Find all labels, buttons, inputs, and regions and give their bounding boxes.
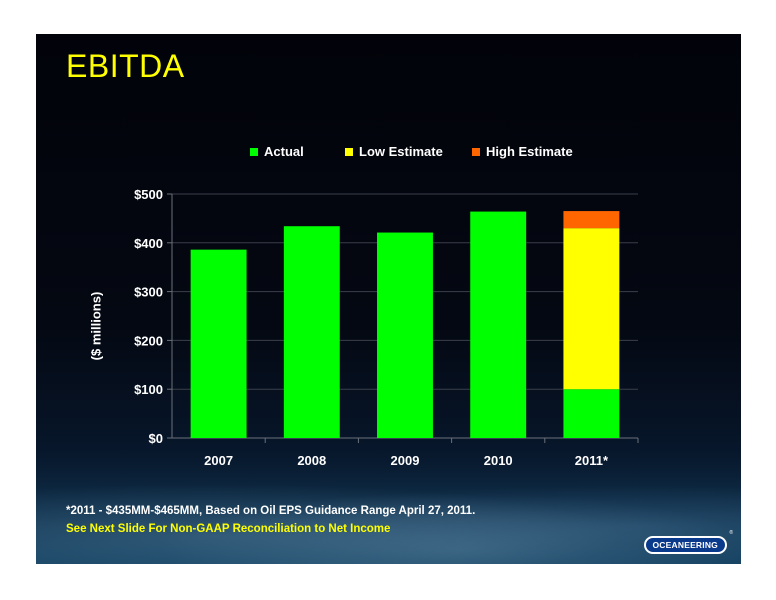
y-tick-label: $500 xyxy=(134,187,163,202)
seabed-background xyxy=(36,469,741,564)
bar-actual xyxy=(190,249,247,438)
chart-svg: $0 $100 $200 $300 $400 $500 2007 2008 2009 2010 20… xyxy=(134,187,639,468)
x-tick-label: 2007 xyxy=(204,453,233,468)
bar-low-estimate xyxy=(563,228,620,390)
y-tick-label: $100 xyxy=(134,382,163,397)
oceaneering-logo: OCEANEERING xyxy=(643,536,727,554)
x-tick-label: 2008 xyxy=(297,453,326,468)
slide-title: EBITDA xyxy=(66,48,185,84)
bar-actual xyxy=(283,226,340,438)
legend-item: Actual xyxy=(250,144,304,159)
legend-swatch xyxy=(345,147,353,156)
y-tick-label: $300 xyxy=(134,285,163,300)
footnote: *2011 - $435MM-$465MM, Based on Oil EPS … xyxy=(66,505,476,517)
legend-swatch xyxy=(472,147,480,156)
legend-item: High Estimate xyxy=(472,144,573,159)
bar-actual xyxy=(563,389,620,438)
legend-label: Actual xyxy=(264,144,304,159)
legend-label: Low Estimate xyxy=(359,144,443,159)
bar-actual xyxy=(377,232,433,438)
legend-swatch xyxy=(250,147,258,156)
legend-item: Low Estimate xyxy=(345,144,443,159)
y-tick-label: $400 xyxy=(134,236,163,251)
x-tick-label: 2009 xyxy=(391,453,420,468)
y-tick-label: $0 xyxy=(149,431,163,446)
x-tick-label: 2011* xyxy=(575,453,609,468)
x-tick-label: 2010 xyxy=(484,453,513,468)
chart-legend: Actual Low Estimate High Estimate xyxy=(36,144,741,164)
y-axis-label: ($ millions) xyxy=(88,291,104,361)
slide: EBITDA Actual Low Estimate High Estimate $… xyxy=(36,34,741,564)
bar-high-estimate xyxy=(563,211,620,229)
legend-label: High Estimate xyxy=(486,144,573,159)
registered-mark: ® xyxy=(729,530,733,536)
bar-actual xyxy=(470,211,527,438)
reconciliation-note[interactable]: See Next Slide For Non-GAAP Reconciliati… xyxy=(66,523,391,535)
y-tick-label: $200 xyxy=(134,333,163,348)
